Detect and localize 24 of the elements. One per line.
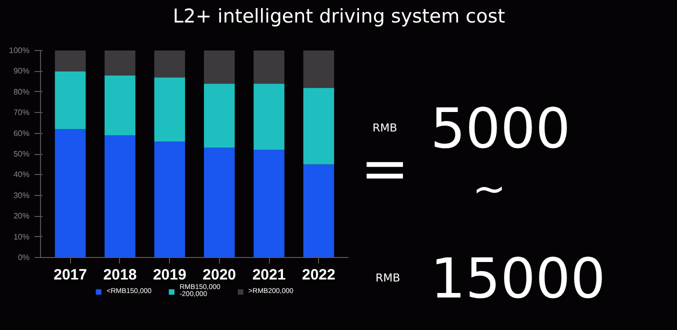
y-tick-label: 100% xyxy=(9,46,30,55)
text: = xyxy=(360,134,410,202)
text: RMB xyxy=(372,122,398,134)
y-tick-label: 60% xyxy=(13,128,30,138)
y-tick-label: 0% xyxy=(18,253,30,262)
y-tick-label: 30% xyxy=(13,190,30,200)
y-tick-label: 50% xyxy=(13,150,30,158)
text: 15000 xyxy=(430,246,606,310)
x-tick-label: 2019 xyxy=(152,266,186,284)
y-tick-label: 80% xyxy=(13,87,30,96)
x-tick-label: 2021 xyxy=(252,266,286,284)
y-tick-label: 40% xyxy=(13,170,30,180)
x-tick-label: 2018 xyxy=(103,266,137,284)
text: RMB xyxy=(376,272,400,284)
text: ~ xyxy=(472,166,506,212)
x-tick-label: 2022 xyxy=(302,266,336,284)
x-tick-label: 2020 xyxy=(202,266,236,284)
y-tick-label: 70% xyxy=(13,108,30,118)
text: 5000 xyxy=(430,96,570,160)
x-tick-label: 2017 xyxy=(54,266,87,284)
y-tick-label: 10% xyxy=(13,232,30,242)
y-tick-label: 90% xyxy=(13,66,30,76)
y-tick-label: 20% xyxy=(13,212,30,221)
chart-title: L2+ intelligent driving system cost xyxy=(172,6,506,28)
